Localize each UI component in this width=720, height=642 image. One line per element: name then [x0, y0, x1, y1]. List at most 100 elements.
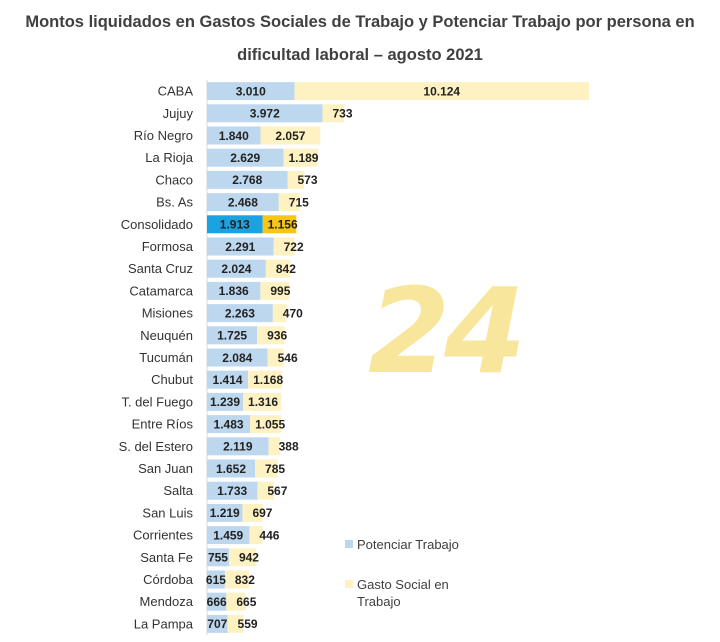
data-label-potenciar: 1.239	[210, 395, 240, 409]
data-label-potenciar: 1.836	[219, 284, 249, 298]
data-label-potenciar: 615	[206, 573, 226, 587]
data-label-potenciar: 1.840	[219, 129, 249, 143]
bar-potenciar-trabajo	[207, 415, 251, 434]
category-label: San Juan	[138, 461, 193, 476]
bar-gasto-social	[257, 481, 274, 500]
bar-potenciar-trabajo	[207, 104, 323, 123]
bar-potenciar-trabajo	[207, 548, 229, 567]
data-label-potenciar: 2.119	[223, 440, 253, 454]
bar-potenciar-trabajo	[207, 304, 273, 323]
bar-gasto-social	[283, 148, 319, 167]
bar-potenciar-trabajo	[207, 592, 227, 611]
category-label: Chaco	[155, 172, 193, 187]
bar-gasto-social	[287, 170, 305, 189]
data-label-potenciar: 3.010	[236, 84, 266, 98]
bar-potenciar-trabajo	[207, 148, 284, 167]
bar-potenciar-trabajo	[207, 170, 288, 189]
data-label-potenciar: 1.913	[220, 218, 250, 232]
bar-potenciar-trabajo	[207, 259, 266, 278]
bar-gasto-social	[255, 459, 278, 478]
data-label-potenciar: 2.629	[230, 151, 260, 165]
category-label: La Rioja	[145, 150, 193, 165]
data-label-potenciar: 2.084	[222, 351, 252, 365]
category-label: La Pampa	[134, 616, 194, 631]
category-label: San Luis	[142, 505, 193, 520]
legend-swatch-potenciar	[345, 540, 353, 548]
bar-gasto-social	[278, 193, 300, 212]
data-label-gasto: 567	[267, 484, 287, 498]
bar-gasto-social	[260, 281, 290, 300]
data-label-potenciar: 2.468	[228, 195, 258, 209]
bar-gasto-social	[224, 570, 250, 589]
data-label-gasto: 715	[289, 195, 309, 209]
data-label-potenciar: 1.483	[214, 417, 244, 431]
bar-gasto-social	[257, 326, 285, 345]
bar-gasto-social	[242, 503, 263, 522]
data-label-gasto: 665	[236, 595, 256, 609]
bar-gasto-social	[267, 348, 284, 367]
bar-potenciar-trabajo	[207, 281, 261, 300]
data-label-gasto: 1.316	[248, 395, 278, 409]
legend-label-potenciar: Potenciar Trabajo	[357, 537, 459, 552]
bar-potenciar-trabajo	[207, 614, 228, 633]
bar-gasto-social	[265, 259, 291, 278]
data-label-gasto: 942	[239, 551, 259, 565]
data-label-gasto: 446	[259, 528, 279, 542]
bar-potenciar-trabajo	[207, 215, 263, 234]
bar-gasto-social	[260, 126, 321, 145]
category-label: Tucumán	[139, 350, 193, 365]
data-label-gasto: 995	[270, 284, 290, 298]
watermark-logo: 24	[368, 262, 526, 400]
category-label: Misiones	[142, 306, 194, 321]
bar-potenciar-trabajo	[207, 570, 225, 589]
data-label-potenciar: 3.972	[250, 107, 280, 121]
bar-potenciar-trabajo	[207, 526, 250, 545]
category-label: S. del Estero	[119, 439, 193, 454]
bar-potenciar-trabajo	[207, 392, 244, 411]
data-label-gasto: 573	[297, 173, 317, 187]
bar-potenciar-trabajo	[207, 437, 269, 456]
data-label-gasto: 733	[333, 107, 353, 121]
bar-gasto-social	[227, 614, 244, 633]
data-label-potenciar: 666	[207, 595, 227, 609]
category-label: T. del Fuego	[121, 394, 193, 409]
bar-gasto-social	[228, 548, 257, 567]
legend-label-gasto: Gasto Social en Trabajo	[357, 577, 449, 609]
data-label-gasto: 722	[284, 240, 304, 254]
category-label: Jujuy	[163, 106, 194, 121]
bar-potenciar-trabajo	[207, 82, 295, 101]
data-label-gasto: 1.156	[268, 218, 298, 232]
category-label: Corrientes	[133, 528, 193, 543]
category-label: Córdoba	[143, 572, 194, 587]
data-label-gasto: 559	[238, 617, 258, 631]
data-label-potenciar: 1.459	[213, 528, 243, 542]
bar-potenciar-trabajo	[207, 193, 279, 212]
category-label: Chubut	[151, 372, 193, 387]
data-label-potenciar: 707	[207, 617, 227, 631]
data-label-gasto: 785	[265, 462, 285, 476]
bar-gasto-social	[249, 526, 263, 545]
category-label: Río Negro	[134, 128, 193, 143]
data-label-gasto: 697	[252, 506, 272, 520]
data-label-potenciar: 2.024	[221, 262, 251, 276]
bar-gasto-social	[273, 237, 295, 256]
category-label: Mendoza	[140, 594, 194, 609]
legend-swatch-gasto	[345, 580, 353, 588]
category-label: Santa Cruz	[128, 261, 193, 276]
bar-potenciar-trabajo	[207, 459, 256, 478]
data-label-gasto: 10.124	[423, 84, 460, 98]
data-label-gasto: 388	[279, 440, 299, 454]
category-label: CABA	[158, 84, 194, 99]
data-label-gasto: 470	[283, 306, 303, 320]
category-label: Formosa	[142, 239, 194, 254]
bar-potenciar-trabajo	[207, 503, 243, 522]
bar-gasto-social	[226, 592, 246, 611]
data-label-potenciar: 2.291	[225, 240, 255, 254]
data-label-gasto: 546	[278, 351, 298, 365]
data-label-gasto: 1.189	[288, 151, 318, 165]
data-label-potenciar: 1.733	[217, 484, 247, 498]
bar-gasto-social	[243, 392, 282, 411]
category-label: Santa Fe	[140, 550, 193, 565]
category-label: Consolidado	[121, 217, 193, 232]
